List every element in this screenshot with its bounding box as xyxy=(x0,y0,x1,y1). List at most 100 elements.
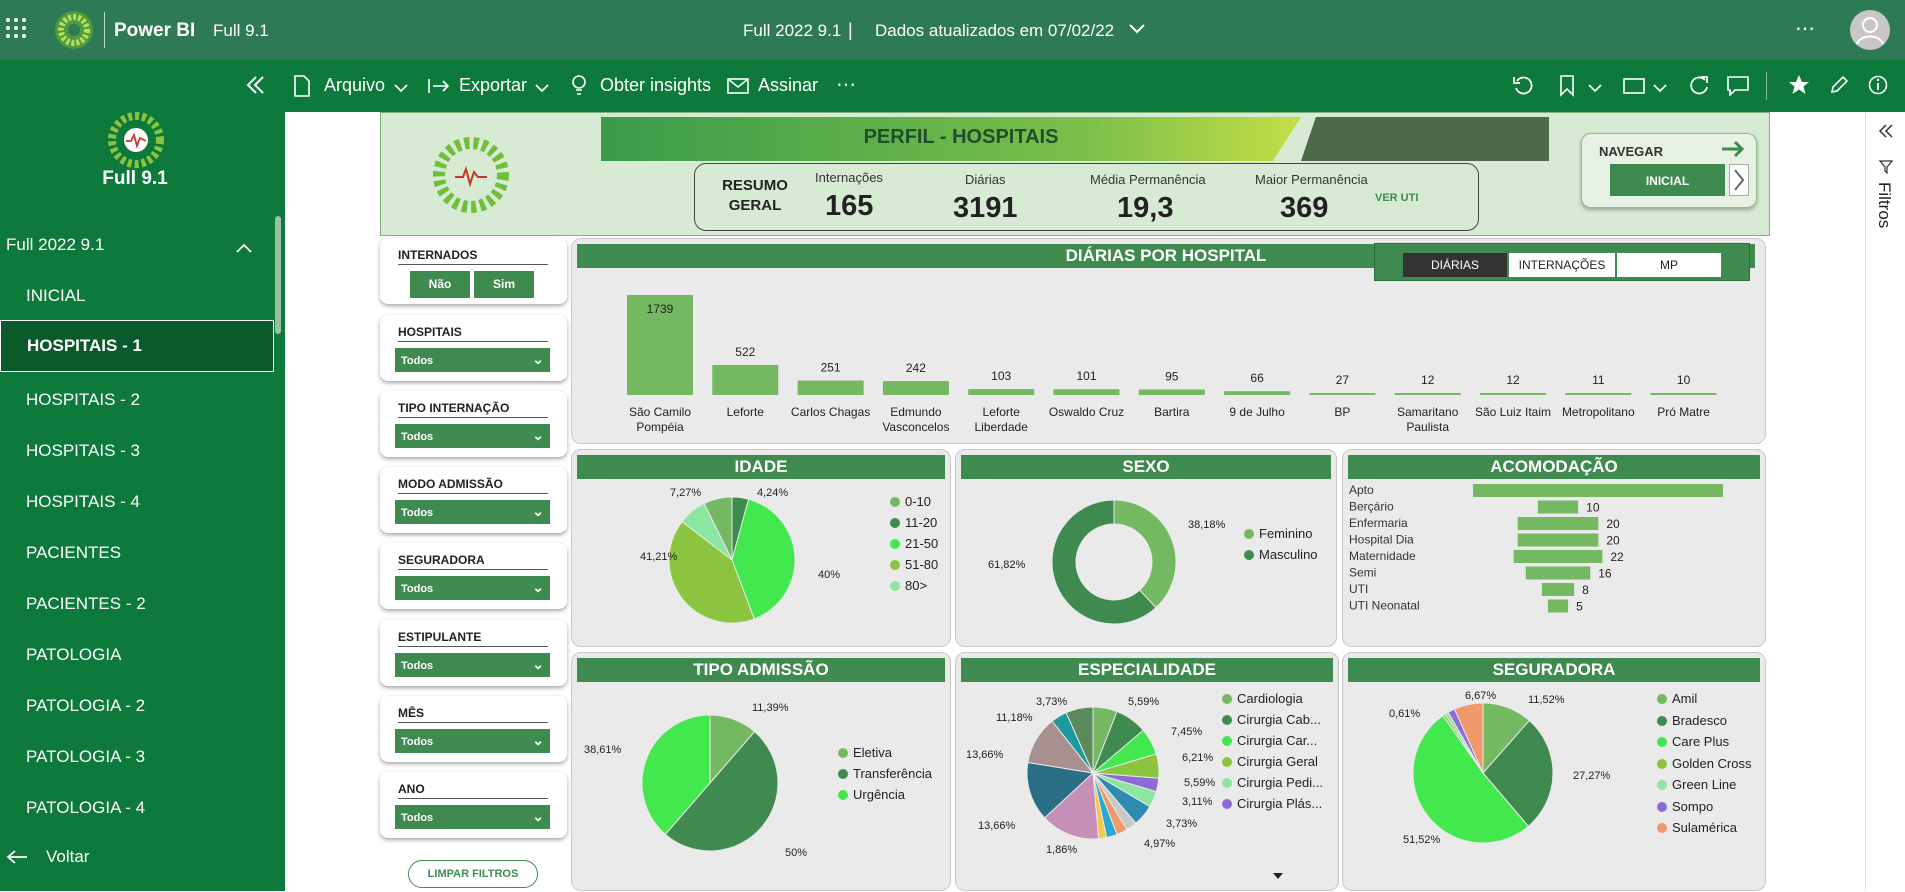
bar[interactable] xyxy=(712,364,779,395)
ano-dropdown[interactable]: Todos ⌄ xyxy=(395,805,550,829)
chevron-down-icon[interactable] xyxy=(394,80,408,98)
tipo-internacao-dropdown[interactable]: Todos ⌄ xyxy=(395,424,550,448)
legend-item[interactable]: Sompo xyxy=(1657,799,1713,814)
bar[interactable] xyxy=(1525,566,1591,580)
legend-item[interactable]: 11-20 xyxy=(890,515,937,530)
nav-item-hospitais-1[interactable]: HOSPITAIS - 1 xyxy=(0,320,274,372)
bar[interactable] xyxy=(1537,500,1579,514)
bar[interactable] xyxy=(1309,393,1376,395)
nav-item-patologia-3[interactable]: PATOLOGIA - 3 xyxy=(26,747,146,766)
edit-icon[interactable] xyxy=(1829,75,1849,100)
pie-slice[interactable] xyxy=(731,498,796,620)
estipulante-dropdown[interactable]: Todos ⌄ xyxy=(395,653,550,677)
ver-uti-link[interactable]: VER UTI xyxy=(1375,192,1419,204)
toggle-mp[interactable]: MP xyxy=(1617,253,1721,277)
chevron-down-icon[interactable] xyxy=(1588,80,1602,98)
legend-item[interactable]: Cardiologia xyxy=(1222,691,1303,706)
legend-item[interactable]: Cirurgia Pedi... xyxy=(1222,775,1323,790)
pie-slice[interactable] xyxy=(1113,499,1177,609)
pie-slice[interactable] xyxy=(641,714,711,836)
option-sim[interactable]: Sim xyxy=(474,271,534,298)
more-options-icon[interactable]: ⋯ xyxy=(1795,18,1815,40)
chevron-down-icon[interactable] xyxy=(1128,22,1146,41)
legend-item[interactable]: Eletiva xyxy=(838,745,892,760)
avatar[interactable] xyxy=(1850,10,1890,50)
bar[interactable] xyxy=(882,381,949,395)
legend-item[interactable]: Cirurgia Plás... xyxy=(1222,796,1322,811)
reset-icon[interactable] xyxy=(1512,75,1534,102)
pie-slice[interactable] xyxy=(1412,714,1530,844)
bar[interactable] xyxy=(1541,583,1575,596)
legend-item[interactable]: 80> xyxy=(890,578,927,593)
chevron-up-icon[interactable] xyxy=(236,240,252,258)
clear-filters-button[interactable]: LIMPAR FILTROS xyxy=(408,860,538,888)
legend-item[interactable]: Cirurgia Cab... xyxy=(1222,712,1321,727)
nav-item-pacientes-2[interactable]: PACIENTES - 2 xyxy=(26,594,146,613)
refresh-icon[interactable] xyxy=(1688,75,1710,102)
nav-item-hospitais-2[interactable]: HOSPITAIS - 2 xyxy=(26,390,140,409)
pie-slice[interactable] xyxy=(1043,771,1100,840)
mes-dropdown[interactable]: Todos ⌄ xyxy=(395,729,550,753)
workspace-name[interactable]: Full 9.1 xyxy=(213,21,269,40)
seguradora-dropdown[interactable]: Todos ⌄ xyxy=(395,576,550,600)
pie-slice[interactable] xyxy=(664,730,779,852)
legend-item[interactable]: Green Line xyxy=(1657,777,1736,792)
legend-item[interactable]: Amil xyxy=(1657,691,1697,706)
bar[interactable] xyxy=(1547,599,1569,613)
bookmark-icon[interactable] xyxy=(1559,75,1575,102)
bar[interactable] xyxy=(1650,393,1717,395)
pie-slice[interactable] xyxy=(1065,706,1094,774)
collapse-nav-icon[interactable] xyxy=(243,73,267,102)
back-button[interactable]: Voltar xyxy=(46,847,90,866)
legend-item[interactable]: Bradesco xyxy=(1657,713,1727,728)
bar[interactable] xyxy=(797,380,864,395)
bar[interactable] xyxy=(1513,550,1603,563)
pie-slice[interactable] xyxy=(1482,719,1554,828)
navigate-inicial-button[interactable]: INICIAL xyxy=(1610,164,1725,196)
legend-item[interactable]: Golden Cross xyxy=(1657,756,1751,771)
legend-item[interactable]: Cirurgia Car... xyxy=(1222,733,1317,748)
bar[interactable] xyxy=(1394,393,1461,395)
toggle-internacoes[interactable]: INTERNAÇÕES xyxy=(1509,253,1615,277)
pie-slice[interactable] xyxy=(703,496,733,561)
legend-item[interactable]: Care Plus xyxy=(1657,734,1729,749)
bar[interactable] xyxy=(1138,389,1205,395)
legend-item[interactable]: 51-80 xyxy=(890,557,938,572)
nav-item-pacientes[interactable]: PACIENTES xyxy=(26,543,122,562)
bar[interactable] xyxy=(1480,393,1546,395)
legend-item[interactable]: Sulamérica xyxy=(1657,820,1737,835)
nav-item-patologia-4[interactable]: PATOLOGIA - 4 xyxy=(26,798,146,817)
legend-item[interactable]: Masculino xyxy=(1244,547,1318,562)
legend-item[interactable]: Urgência xyxy=(838,787,905,802)
app-launcher-icon[interactable] xyxy=(4,16,28,40)
option-nao[interactable]: Não xyxy=(410,271,470,298)
bar[interactable] xyxy=(1565,393,1632,395)
data-updated[interactable]: Dados atualizados em 07/02/22 xyxy=(875,21,1115,40)
bar[interactable] xyxy=(1053,389,1120,395)
app-name[interactable]: Power BI xyxy=(114,20,196,41)
view-icon[interactable] xyxy=(1623,78,1645,99)
nav-item-hospitais-3[interactable]: HOSPITAIS - 3 xyxy=(26,441,140,460)
chevron-down-icon[interactable] xyxy=(535,80,549,98)
subscribe-button[interactable]: Assinar xyxy=(758,75,819,95)
nav-item-patologia-2[interactable]: PATOLOGIA - 2 xyxy=(26,696,146,715)
bar[interactable] xyxy=(968,389,1035,395)
expand-pane-icon[interactable] xyxy=(1878,124,1894,143)
pie-slice[interactable] xyxy=(668,520,755,624)
legend-item[interactable]: Feminino xyxy=(1244,526,1312,541)
legend-item[interactable]: Cirurgia Geral xyxy=(1222,754,1318,769)
favorite-icon[interactable] xyxy=(1788,74,1810,101)
bar[interactable] xyxy=(1224,391,1291,395)
file-menu[interactable]: Arquivo xyxy=(324,75,386,95)
hospitais-dropdown[interactable]: Todos ⌄ xyxy=(395,348,550,372)
export-menu[interactable]: Exportar xyxy=(459,75,528,95)
info-icon[interactable] xyxy=(1868,75,1888,100)
pie-slice[interactable] xyxy=(1453,702,1484,774)
nav-item-hospitais-4[interactable]: HOSPITAIS - 4 xyxy=(26,492,140,511)
pie-slice[interactable] xyxy=(1051,499,1157,625)
insights-button[interactable]: Obter insights xyxy=(600,75,712,95)
navigate-next-button[interactable] xyxy=(1729,164,1749,196)
bar[interactable] xyxy=(1517,533,1599,547)
back-arrow-icon[interactable] xyxy=(6,849,28,870)
bar[interactable] xyxy=(627,295,693,395)
